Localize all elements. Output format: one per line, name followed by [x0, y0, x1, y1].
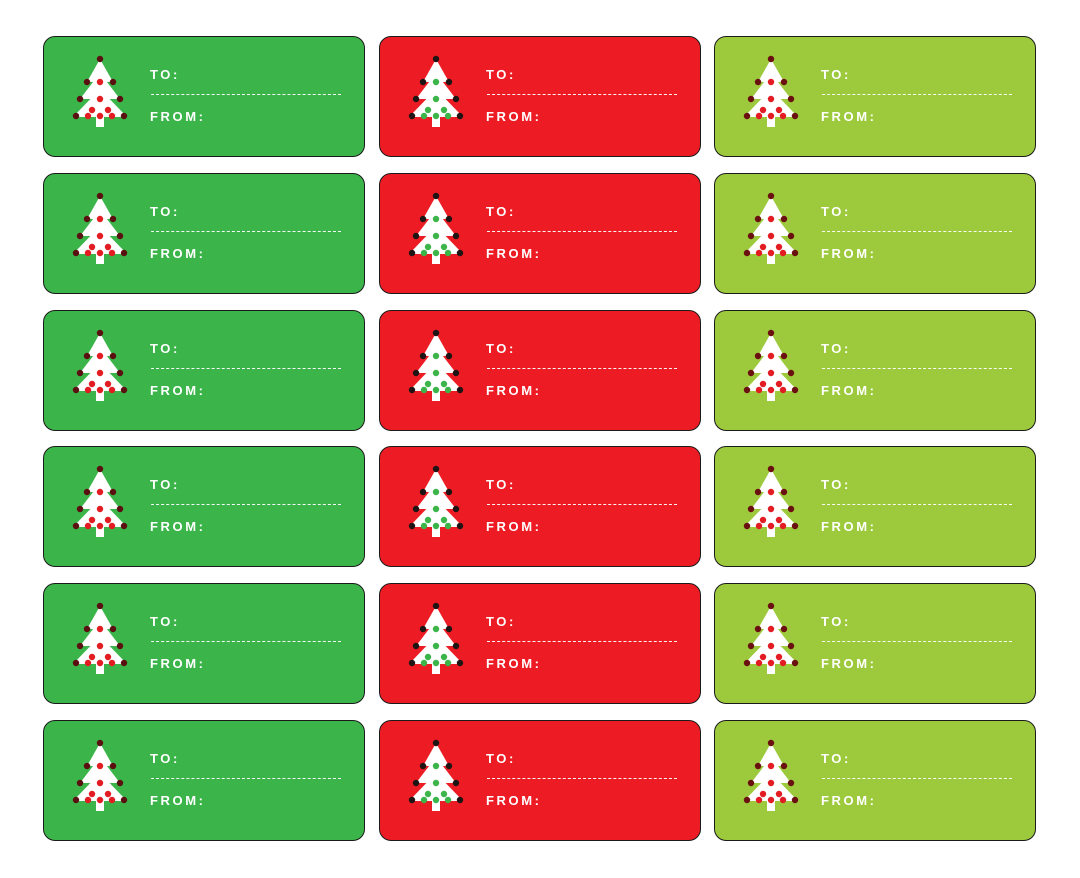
to-label: TO:: [150, 477, 180, 492]
from-label: FROM:: [486, 383, 542, 398]
dashed-divider: [822, 504, 1012, 505]
christmas-tree-icon: [743, 602, 799, 674]
dashed-divider: [151, 94, 341, 95]
dashed-divider: [487, 778, 677, 779]
gift-tag-red: TO: FROM:: [379, 446, 701, 567]
from-label: FROM:: [821, 383, 877, 398]
christmas-tree-icon: [743, 55, 799, 127]
to-label: TO:: [486, 614, 516, 629]
to-label: TO:: [150, 67, 180, 82]
christmas-tree-icon: [408, 602, 464, 674]
gift-tag-green: TO: FROM:: [43, 720, 365, 841]
dashed-divider: [487, 94, 677, 95]
to-label: TO:: [150, 204, 180, 219]
dashed-divider: [822, 231, 1012, 232]
dashed-divider: [822, 778, 1012, 779]
gift-tag-green: TO: FROM:: [43, 36, 365, 157]
gift-tag-lime: TO: FROM:: [714, 720, 1036, 841]
gift-tag-lime: TO: FROM:: [714, 36, 1036, 157]
dashed-divider: [151, 368, 341, 369]
dashed-divider: [487, 504, 677, 505]
from-label: FROM:: [150, 519, 206, 534]
christmas-tree-icon: [72, 602, 128, 674]
gift-tag-green: TO: FROM:: [43, 310, 365, 431]
to-label: TO:: [821, 614, 851, 629]
christmas-tree-icon: [72, 739, 128, 811]
dashed-divider: [487, 641, 677, 642]
dashed-divider: [822, 641, 1012, 642]
from-label: FROM:: [821, 246, 877, 261]
from-label: FROM:: [150, 793, 206, 808]
christmas-tree-icon: [408, 465, 464, 537]
dashed-divider: [151, 231, 341, 232]
christmas-tree-icon: [408, 739, 464, 811]
to-label: TO:: [486, 477, 516, 492]
from-label: FROM:: [150, 656, 206, 671]
christmas-tree-icon: [408, 192, 464, 264]
gift-tag-green: TO: FROM:: [43, 446, 365, 567]
to-label: TO:: [486, 751, 516, 766]
to-label: TO:: [486, 204, 516, 219]
from-label: FROM:: [821, 656, 877, 671]
from-label: FROM:: [821, 109, 877, 124]
to-label: TO:: [150, 751, 180, 766]
gift-tag-lime: TO: FROM:: [714, 310, 1036, 431]
christmas-tree-icon: [408, 55, 464, 127]
to-label: TO:: [821, 67, 851, 82]
gift-tag-lime: TO: FROM:: [714, 173, 1036, 294]
dashed-divider: [151, 504, 341, 505]
christmas-tree-icon: [72, 192, 128, 264]
from-label: FROM:: [150, 109, 206, 124]
to-label: TO:: [486, 67, 516, 82]
from-label: FROM:: [821, 793, 877, 808]
gift-tag-lime: TO: FROM:: [714, 446, 1036, 567]
to-label: TO:: [821, 477, 851, 492]
from-label: FROM:: [486, 793, 542, 808]
from-label: FROM:: [486, 109, 542, 124]
to-label: TO:: [486, 341, 516, 356]
to-label: TO:: [821, 751, 851, 766]
from-label: FROM:: [486, 656, 542, 671]
dashed-divider: [487, 368, 677, 369]
dashed-divider: [487, 231, 677, 232]
christmas-tree-icon: [743, 192, 799, 264]
to-label: TO:: [821, 341, 851, 356]
dashed-divider: [151, 641, 341, 642]
from-label: FROM:: [150, 383, 206, 398]
gift-tag-red: TO: FROM:: [379, 310, 701, 431]
christmas-tree-icon: [72, 55, 128, 127]
gift-tag-red: TO: FROM:: [379, 583, 701, 704]
christmas-tree-icon: [72, 329, 128, 401]
dashed-divider: [822, 368, 1012, 369]
gift-tag-lime: TO: FROM:: [714, 583, 1036, 704]
gift-tag-red: TO: FROM:: [379, 720, 701, 841]
to-label: TO:: [150, 614, 180, 629]
christmas-tree-icon: [408, 329, 464, 401]
christmas-tree-icon: [743, 739, 799, 811]
gift-tag-red: TO: FROM:: [379, 173, 701, 294]
from-label: FROM:: [821, 519, 877, 534]
gift-tag-green: TO: FROM:: [43, 173, 365, 294]
gift-tag-red: TO: FROM:: [379, 36, 701, 157]
from-label: FROM:: [150, 246, 206, 261]
gift-tag-green: TO: FROM:: [43, 583, 365, 704]
to-label: TO:: [150, 341, 180, 356]
to-label: TO:: [821, 204, 851, 219]
dashed-divider: [822, 94, 1012, 95]
christmas-tree-icon: [743, 329, 799, 401]
christmas-tree-icon: [72, 465, 128, 537]
from-label: FROM:: [486, 246, 542, 261]
dashed-divider: [151, 778, 341, 779]
christmas-tree-icon: [743, 465, 799, 537]
from-label: FROM:: [486, 519, 542, 534]
